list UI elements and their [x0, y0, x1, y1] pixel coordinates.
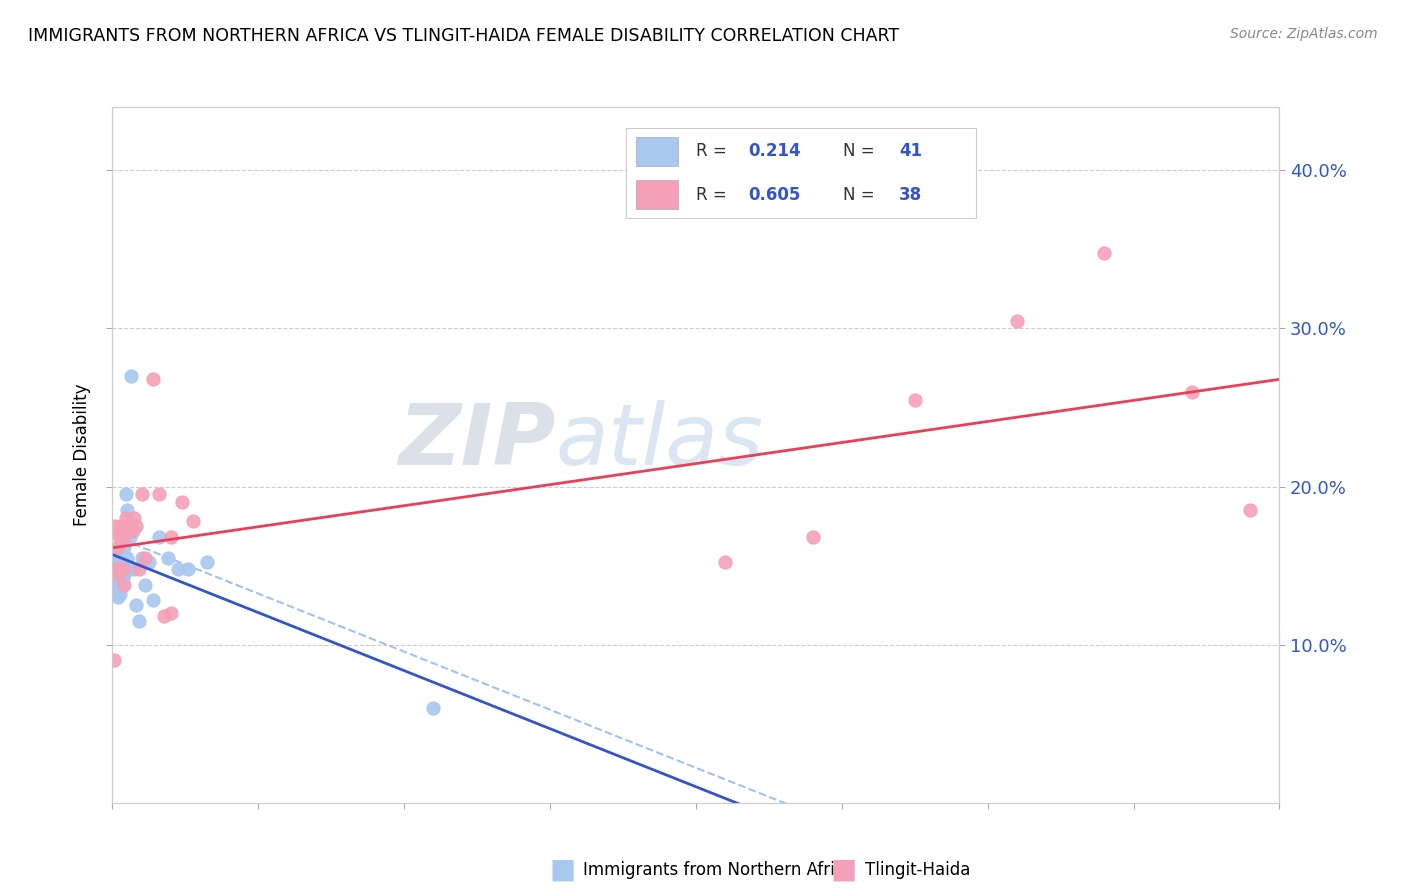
- Point: [107, 542, 129, 557]
- Point: [111, 530, 134, 544]
- Point: [111, 570, 134, 584]
- Point: [110, 534, 132, 549]
- Text: 0.214: 0.214: [748, 143, 801, 161]
- Point: [112, 540, 135, 554]
- Text: ■: ■: [550, 855, 575, 884]
- Point: [138, 556, 160, 570]
- Point: [181, 514, 204, 528]
- Text: N =: N =: [844, 143, 880, 161]
- Text: R =: R =: [696, 143, 733, 161]
- FancyBboxPatch shape: [637, 137, 679, 166]
- Point: [120, 524, 142, 538]
- Point: [104, 562, 127, 576]
- Point: [105, 550, 128, 565]
- Text: atlas: atlas: [555, 400, 763, 483]
- Text: 38: 38: [898, 186, 922, 204]
- Text: 0.605: 0.605: [748, 186, 801, 204]
- Point: [128, 562, 150, 576]
- Point: [108, 554, 131, 568]
- Point: [118, 530, 141, 544]
- Point: [104, 587, 127, 601]
- Point: [128, 614, 150, 628]
- Text: IMMIGRANTS FROM NORTHERN AFRICA VS TLINGIT-HAIDA FEMALE DISABILITY CORRELATION C: IMMIGRANTS FROM NORTHERN AFRICA VS TLING…: [28, 27, 900, 45]
- Point: [115, 550, 138, 565]
- Point: [156, 550, 179, 565]
- Point: [105, 562, 128, 576]
- Point: [103, 582, 125, 597]
- Point: [131, 550, 153, 565]
- Point: [103, 653, 125, 667]
- Point: [142, 372, 165, 386]
- Point: [114, 487, 136, 501]
- Point: [112, 530, 135, 544]
- Text: Immigrants from Northern Africa: Immigrants from Northern Africa: [583, 861, 855, 879]
- Point: [115, 524, 138, 538]
- Point: [122, 524, 145, 538]
- Text: 41: 41: [898, 143, 922, 161]
- Point: [115, 503, 138, 517]
- Point: [422, 701, 444, 715]
- Point: [105, 577, 128, 591]
- Point: [131, 487, 153, 501]
- Point: [107, 566, 129, 581]
- Point: [104, 519, 127, 533]
- Point: [1005, 313, 1028, 327]
- Point: [801, 530, 824, 544]
- Point: [108, 587, 131, 601]
- Text: ■: ■: [831, 855, 856, 884]
- Point: [117, 519, 139, 533]
- Point: [103, 570, 125, 584]
- Text: R =: R =: [696, 186, 733, 204]
- Point: [1094, 245, 1116, 260]
- Point: [110, 562, 132, 576]
- Point: [134, 577, 156, 591]
- Point: [117, 562, 139, 576]
- Point: [1239, 503, 1261, 517]
- Point: [111, 558, 134, 573]
- Point: [108, 562, 131, 576]
- Point: [107, 591, 129, 605]
- Text: Source: ZipAtlas.com: Source: ZipAtlas.com: [1230, 27, 1378, 41]
- FancyBboxPatch shape: [637, 180, 679, 210]
- Point: [124, 511, 146, 525]
- Point: [172, 495, 194, 509]
- Text: N =: N =: [844, 186, 880, 204]
- Point: [120, 368, 142, 383]
- Point: [114, 511, 136, 525]
- Point: [148, 487, 170, 501]
- Text: ZIP: ZIP: [398, 400, 555, 483]
- Point: [142, 593, 165, 607]
- Point: [112, 577, 135, 591]
- Y-axis label: Female Disability: Female Disability: [73, 384, 91, 526]
- Point: [105, 527, 128, 541]
- Point: [167, 562, 190, 576]
- Point: [160, 606, 183, 620]
- Point: [152, 609, 174, 624]
- Point: [104, 562, 127, 576]
- Point: [110, 562, 132, 576]
- Point: [904, 392, 927, 407]
- Point: [110, 519, 132, 533]
- Point: [112, 566, 135, 581]
- Point: [125, 519, 148, 533]
- Point: [1181, 384, 1204, 399]
- Point: [124, 562, 146, 576]
- Text: Tlingit-Haida: Tlingit-Haida: [865, 861, 970, 879]
- Point: [714, 556, 737, 570]
- Point: [107, 566, 129, 581]
- Point: [110, 577, 132, 591]
- Point: [105, 562, 128, 576]
- Point: [108, 571, 131, 585]
- Point: [160, 530, 183, 544]
- Point: [134, 550, 156, 565]
- Point: [108, 530, 131, 544]
- Point: [107, 540, 129, 554]
- Point: [111, 562, 134, 576]
- Point: [148, 530, 170, 544]
- Point: [104, 546, 127, 560]
- Point: [125, 598, 148, 612]
- Point: [177, 562, 200, 576]
- Point: [195, 556, 218, 570]
